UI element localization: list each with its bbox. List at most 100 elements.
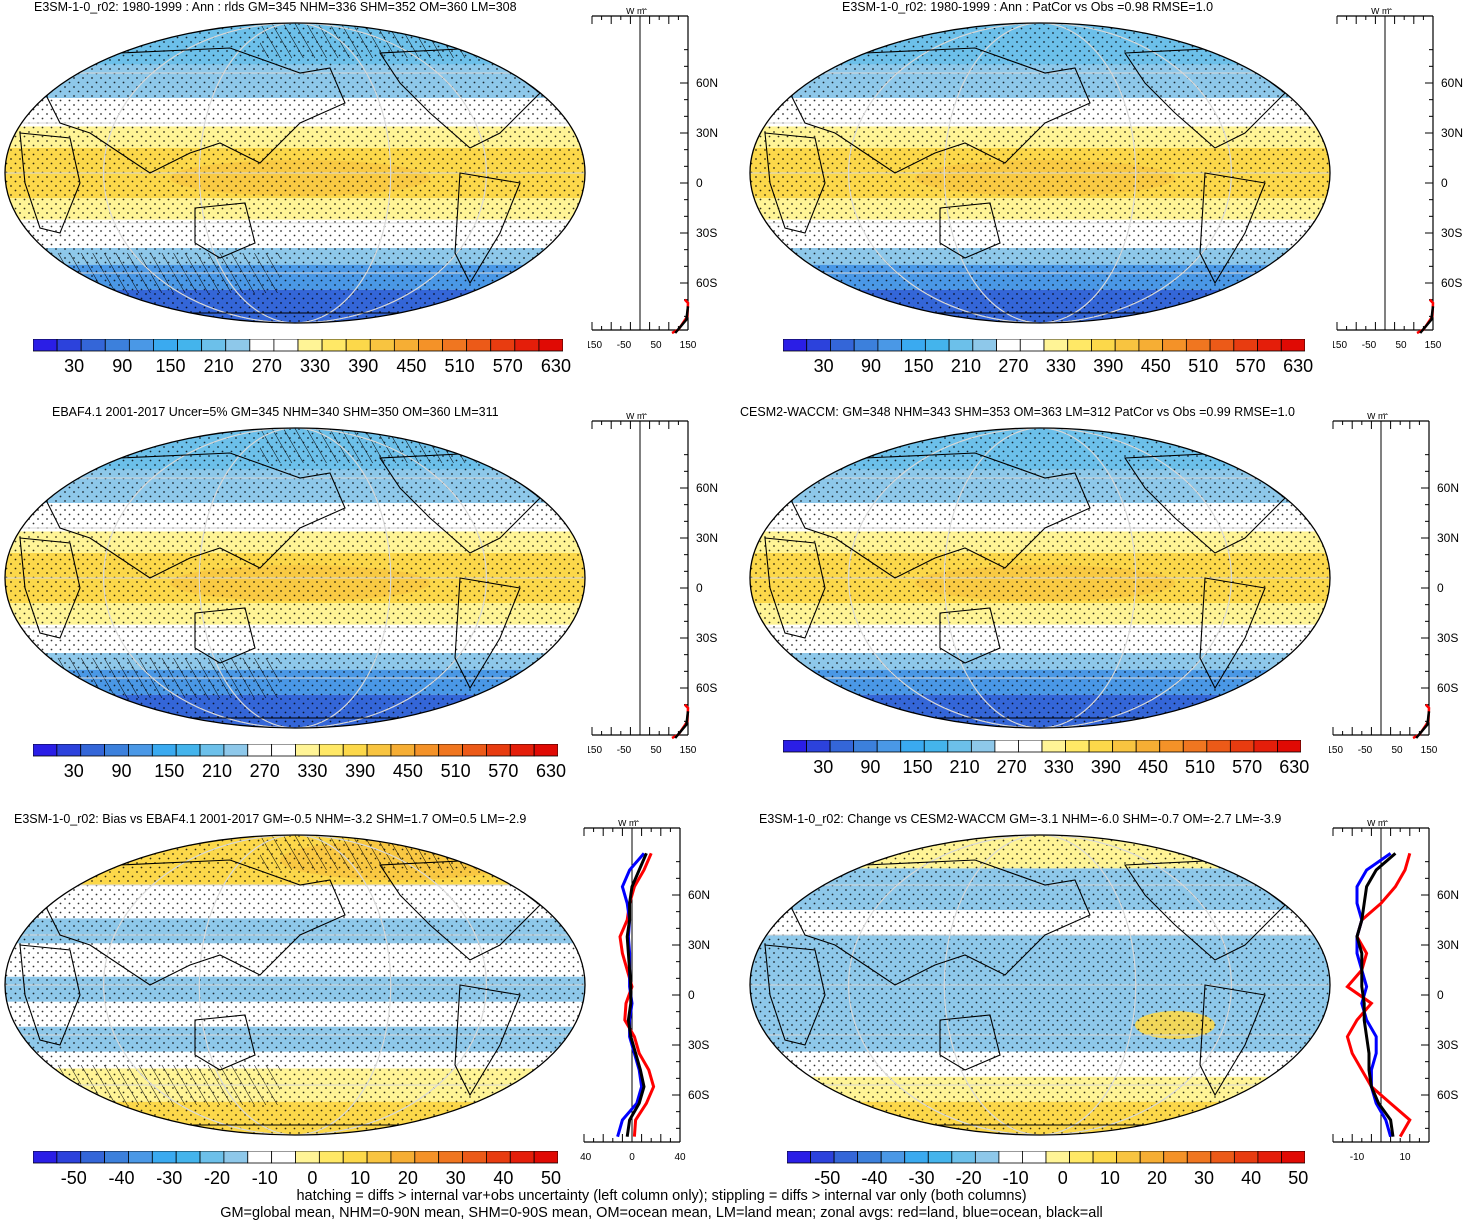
colorbar-tick-label: 570 [1235, 356, 1266, 376]
colorbar-tick-label: 330 [1045, 356, 1076, 376]
colorbar-swatch [1019, 339, 1045, 352]
colorbar-swatch [393, 339, 419, 352]
colorbar-tick-label: 450 [392, 761, 423, 781]
lat-tick-label: 0 [1441, 176, 1448, 190]
colorbar-swatch [366, 744, 392, 757]
lat-tick-label: 60S [688, 1088, 709, 1102]
colorbar-swatch [876, 740, 902, 753]
colorbar-swatch [1186, 1151, 1212, 1164]
zonal-mean-plot: 60N 30N 0 30S 60S W m-2 -10 10 [1332, 820, 1459, 1163]
colorbar-swatch [1138, 339, 1164, 352]
zonal-mean-plot: 60N 30N 0 30S 60S W m-2 -150 -50 50 150 [588, 8, 718, 351]
colorbar-swatch [104, 1151, 129, 1164]
lat-tick-label: 60N [1437, 481, 1459, 495]
colorbar-tick-label: 330 [1043, 757, 1074, 777]
lat-tick-label: 60N [1441, 76, 1463, 90]
zonal-x-tick-label: 150 [1425, 340, 1442, 351]
colorbar-swatch [297, 339, 323, 352]
zonal-x-tick-label: 150 [680, 745, 697, 756]
colorbar-swatch [806, 740, 831, 753]
colorbar-tick-label: -20 [203, 1168, 230, 1188]
colorbar [783, 740, 1301, 753]
colorbar-swatch [998, 1151, 1023, 1164]
lat-tick-label: 30N [1441, 126, 1463, 140]
colorbar-tick-label: 30 [813, 356, 834, 376]
colorbar-swatch [490, 339, 516, 352]
panel-obs-ebaf: EBAF4.1 2001-2017 Uncer=5% GM=345 NHM=34… [0, 405, 740, 810]
colorbar-swatch [951, 1151, 976, 1164]
colorbar-swatch [273, 339, 299, 352]
colorbar-swatch [442, 339, 468, 352]
colorbar-swatch [1206, 740, 1231, 753]
lat-tick-label: 0 [696, 581, 703, 595]
colorbar-swatch [223, 1151, 249, 1164]
colorbar-tick-label: -50 [814, 1168, 841, 1188]
colorbar-swatch [175, 744, 201, 757]
colorbar-swatch [128, 339, 154, 352]
colorbar-tick-label: 630 [1279, 757, 1310, 777]
colorbar-tick-label: 210 [949, 757, 980, 777]
colorbar-tick-label: 90 [861, 356, 882, 376]
colorbar-tick-label: 510 [1185, 757, 1216, 777]
panel-title: E3SM-1-0_r02: Change vs CESM2-WACCM GM=-… [759, 812, 1282, 826]
zonal-unit-sup: -2 [1383, 413, 1389, 417]
zonal-mean-plot: 60N 30N 0 30S 60S W m-2 -150 -50 50 150 [588, 413, 718, 756]
lat-tick-label: 60S [696, 276, 717, 290]
colorbar-swatch [56, 339, 82, 352]
colorbar-swatch [1043, 339, 1069, 352]
global-map [749, 834, 1331, 1136]
colorbar-tick-label: 0 [1057, 1168, 1068, 1188]
zonal-series-all [674, 306, 690, 334]
colorbar-swatch [80, 1151, 105, 1164]
zonal-x-tick-label: 50 [1391, 745, 1403, 756]
colorbar-swatch [199, 1151, 225, 1164]
colorbar-swatch [1041, 740, 1066, 753]
lat-tick-label: 0 [1437, 988, 1444, 1002]
colorbar-tick-label: 30 [445, 1168, 466, 1188]
colorbar-labels: -50 -40 -30 -20 -10 0 10 20 30 40 50 [33, 1168, 561, 1190]
colorbar-tick-label: 150 [903, 356, 934, 376]
colorbar-swatch [1281, 1151, 1305, 1164]
colorbar-swatch [438, 744, 463, 757]
colorbar [787, 1151, 1305, 1164]
panel-title: E3SM-1-0_r02: 1980-1999 : Ann : PatCor v… [842, 0, 1214, 14]
lat-tick-label: 60N [696, 481, 718, 495]
colorbar-tick-label: 570 [492, 356, 523, 376]
colorbar-swatch [1280, 339, 1305, 352]
colorbar-swatch [927, 1151, 953, 1164]
colorbar-swatch [994, 740, 1019, 753]
colorbar-tick-label: 50 [1288, 1168, 1309, 1188]
colorbar-swatch [514, 339, 540, 352]
colorbar-swatch [1135, 740, 1161, 753]
zonal-x-tick-label: 40 [674, 1152, 686, 1163]
colorbar-tick-label: -20 [955, 1168, 982, 1188]
colorbar-swatch [948, 339, 974, 352]
colorbar-swatch [462, 1151, 487, 1164]
zonal-unit-label: W m [1367, 413, 1386, 421]
lat-tick-label: 30N [696, 531, 718, 545]
colorbar-labels: 30 90 150 210 270 330 390 450 510 570 630 [783, 356, 1314, 378]
zonal-unit-label: W m [1367, 820, 1386, 828]
colorbar-swatch [418, 339, 443, 352]
colorbar-swatch [462, 744, 487, 757]
colorbar-tick-label: 90 [860, 757, 881, 777]
colorbar-tick-label: -50 [60, 1168, 87, 1188]
lat-tick-label: 30N [1437, 938, 1459, 952]
colorbar-swatch [1209, 339, 1235, 352]
colorbar-swatch [271, 1151, 296, 1164]
colorbar-swatch [1233, 339, 1258, 352]
colorbar-swatch [1088, 740, 1114, 753]
lat-tick-label: 30N [1437, 531, 1459, 545]
colorbar-tick-label: 390 [1090, 757, 1121, 777]
zonal-series-all [674, 711, 690, 739]
zonal-unit-sup: -2 [642, 413, 648, 417]
colorbar-tick-label: 270 [996, 757, 1027, 777]
colorbar-swatch [1163, 1151, 1188, 1164]
panel-bias-vs-ebaf: E3SM-1-0_r02: Bias vs EBAF4.1 2001-2017 … [0, 812, 740, 1217]
colorbar-labels: 30 90 150 210 270 330 390 450 510 570 630 [33, 761, 566, 783]
colorbar-swatch [904, 1151, 929, 1164]
zonal-unit-label: W m [618, 820, 637, 828]
colorbar-swatch [1159, 740, 1184, 753]
colorbar-swatch [1182, 740, 1208, 753]
colorbar-swatch [901, 339, 926, 352]
